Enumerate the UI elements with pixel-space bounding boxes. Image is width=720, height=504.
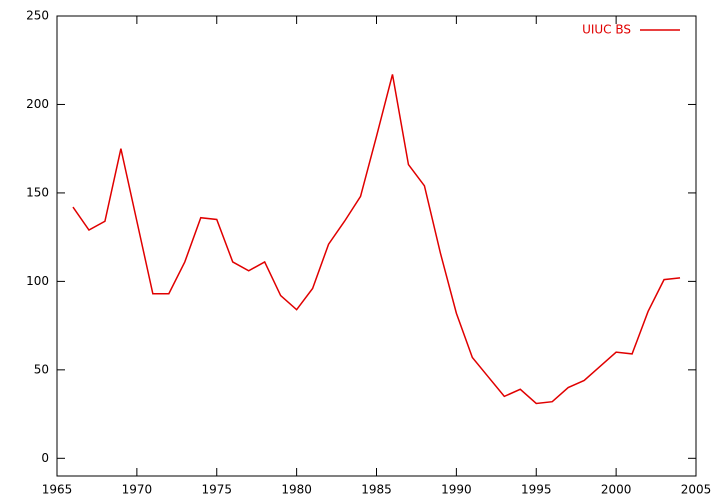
x-tick-label: 1980 [281,483,312,497]
x-tick-label: 1970 [122,483,153,497]
x-tick-label: 1995 [521,483,552,497]
y-tick-label: 50 [34,362,49,376]
y-tick-label: 100 [26,274,49,288]
plot-frame [56,15,697,477]
x-tick-label: 1975 [201,483,232,497]
x-tick-label: 1990 [441,483,472,497]
x-tick-label: 2005 [681,483,712,497]
y-tick-label: 250 [26,9,49,23]
legend-label: UIUC BS [582,23,631,37]
y-tick-label: 0 [41,451,49,465]
y-tick-label: 200 [26,97,49,111]
x-tick-label: 1985 [361,483,392,497]
y-tick-label: 150 [26,185,49,199]
line [72,74,681,405]
x-tick-label: 2000 [601,483,632,497]
x-tick-label: 1965 [42,483,73,497]
